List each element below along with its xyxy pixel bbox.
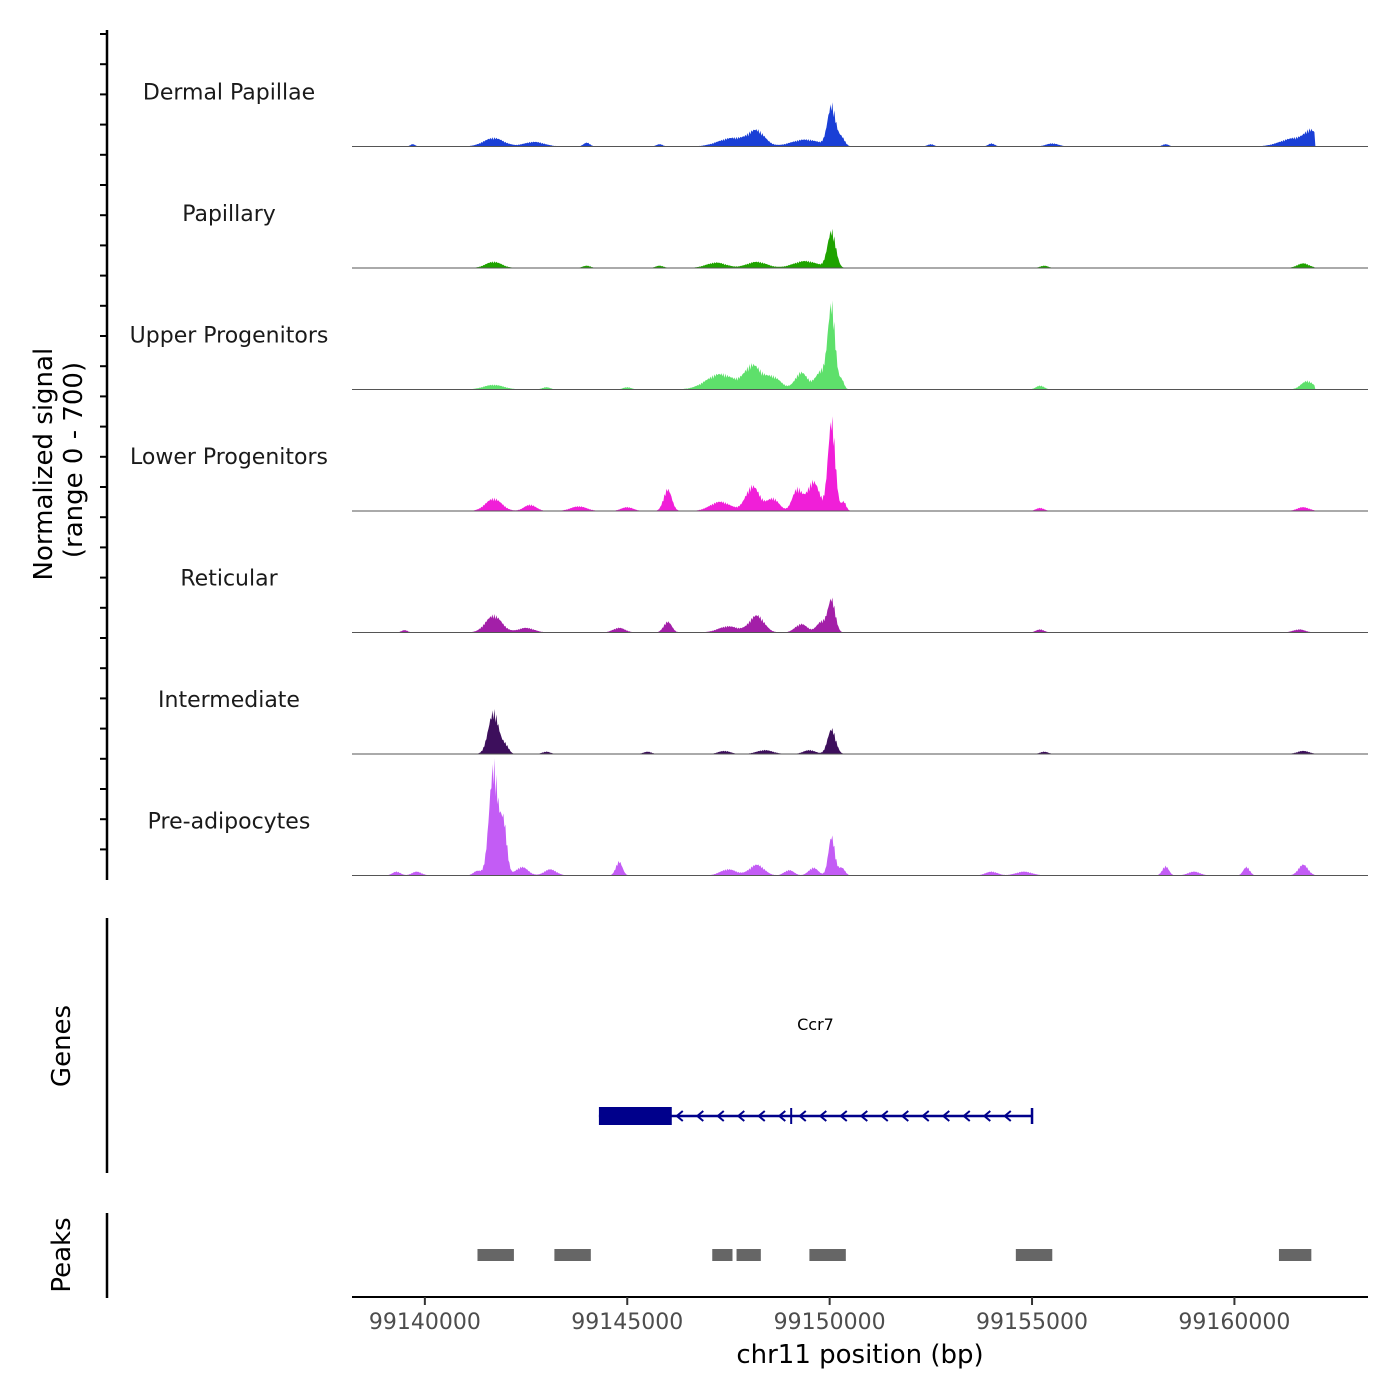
gene-strand-arrow	[798, 1110, 807, 1122]
x-axis-ticks: 99140000 99145000 99150000 99155000 99160000	[369, 1297, 1290, 1335]
coverage-y-axis-title-line-1: Normalized signal	[29, 348, 59, 581]
track-reticular: Reticular	[180, 567, 1368, 633]
track-label-intermediate: Intermediate	[158, 688, 300, 713]
gene-strand-arrow	[900, 1110, 909, 1122]
peak-region	[1015, 1249, 1053, 1261]
gene-strand-arrow	[859, 1110, 868, 1122]
peak-region	[809, 1249, 846, 1261]
signal-area-dermal-papillae	[388, 102, 1316, 147]
genes-panel-title: Genes	[47, 1005, 77, 1087]
gene-strand-arrow	[839, 1110, 848, 1122]
track-label-reticular: Reticular	[180, 567, 278, 592]
track-upper-progenitors: Upper Progenitors	[130, 300, 1368, 390]
track-intermediate: Intermediate	[158, 688, 1368, 755]
signal-area-papillary	[388, 228, 1316, 268]
gene-strand-arrow	[962, 1110, 971, 1122]
peaks-panel-title: Peaks	[47, 1217, 77, 1292]
track-lower-progenitors: Lower Progenitors	[130, 416, 1368, 512]
gene-exon-block	[598, 1107, 672, 1125]
coverage-y-ticks	[100, 33, 107, 851]
x-tick-label: 99160000	[1178, 1310, 1290, 1335]
track-label-papillary: Papillary	[182, 202, 276, 227]
coverage-tracks: Dermal Papillae Papillary Upper Progenitor…	[130, 81, 1368, 876]
track-label-pre-adipocytes: Pre-adipocytes	[148, 810, 311, 835]
gene-strand-arrow	[757, 1110, 766, 1122]
gene-strand-arrow	[1003, 1110, 1012, 1122]
peak-region	[1278, 1249, 1312, 1261]
peaks-track	[477, 1249, 1312, 1261]
gene-strand-arrow	[777, 1110, 786, 1122]
gene-strand-arrow	[736, 1110, 745, 1122]
x-tick-label: 99150000	[774, 1310, 886, 1335]
signal-area-pre-adipocytes	[388, 758, 1316, 876]
peak-region	[477, 1249, 514, 1261]
gene-strand-arrow	[880, 1110, 889, 1122]
gene-strand-arrow	[941, 1110, 950, 1122]
x-axis-title: chr11 position (bp)	[736, 1340, 983, 1370]
x-tick-label: 99140000	[369, 1310, 481, 1335]
gene-strand-arrow	[921, 1110, 930, 1122]
track-label-dermal-papillae: Dermal Papillae	[143, 81, 315, 106]
coverage-y-axis-title: Normalized signal (range 0 - 700)	[29, 340, 89, 581]
genes-track: Ccr7	[598, 1015, 1034, 1125]
track-label-lower-progenitors: Lower Progenitors	[130, 445, 328, 470]
x-tick-label: 99145000	[571, 1310, 683, 1335]
signal-area-lower-progenitors	[388, 416, 1316, 511]
gene-strand-arrow	[675, 1110, 684, 1122]
track-pre-adipocytes: Pre-adipocytes	[148, 758, 1368, 876]
signal-area-reticular	[388, 597, 1316, 633]
x-tick-label: 99155000	[976, 1310, 1088, 1335]
track-label-upper-progenitors: Upper Progenitors	[130, 324, 329, 349]
gene-ccr7: Ccr7	[598, 1015, 1034, 1125]
track-papillary: Papillary	[182, 202, 1368, 269]
gene-strand-arrow	[695, 1110, 704, 1122]
peak-region	[736, 1249, 761, 1261]
signal-area-upper-progenitors	[388, 300, 1316, 390]
coverage-y-axis-title-line-2: (range 0 - 700)	[59, 362, 89, 558]
gene-strand-arrow	[716, 1110, 725, 1122]
peak-region	[712, 1249, 733, 1261]
peak-region	[554, 1249, 591, 1261]
gene-strand-arrow	[982, 1110, 991, 1122]
track-dermal-papillae: Dermal Papillae	[143, 81, 1368, 147]
gene-label-ccr7: Ccr7	[797, 1015, 834, 1034]
signal-area-intermediate	[388, 709, 1316, 754]
gene-strand-arrow	[818, 1110, 827, 1122]
